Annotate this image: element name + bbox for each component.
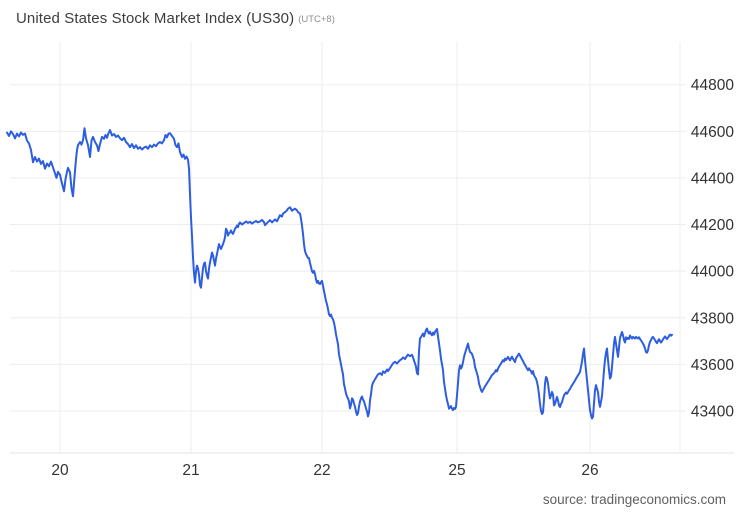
chart-header: United States Stock Market Index (US30)(…	[16, 10, 335, 28]
y-axis-tick-label: 43600	[691, 357, 734, 374]
x-axis-tick-label: 21	[182, 462, 199, 479]
y-axis-tick-label: 43800	[691, 310, 734, 327]
y-axis-tick-label: 44800	[691, 77, 734, 94]
chart-timezone-label: (UTC+8)	[298, 13, 335, 25]
x-axis-tick-label: 25	[448, 462, 465, 479]
y-axis-tick-label: 44400	[691, 170, 734, 187]
price-line	[6, 127, 673, 420]
y-axis-tick-label: 44200	[691, 217, 734, 234]
x-axis-tick-label: 22	[313, 462, 330, 479]
x-axis-tick-label: 20	[51, 462, 69, 479]
y-axis-tick-label: 44600	[691, 124, 734, 141]
source-credit: source: tradingeconomics.com	[542, 492, 726, 507]
y-axis-tick-label: 43400	[691, 404, 734, 421]
y-axis-tick-label: 44000	[691, 264, 734, 281]
chart-title: United States Stock Market Index (US30)	[16, 10, 295, 27]
x-axis-tick-label: 26	[581, 462, 598, 479]
